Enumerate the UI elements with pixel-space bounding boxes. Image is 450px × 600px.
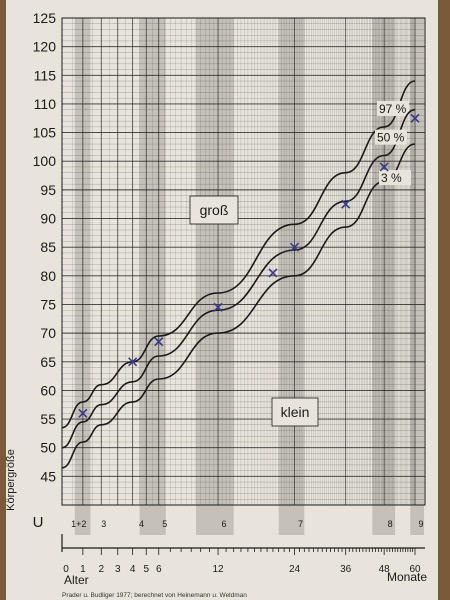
y-tick-label: 125 <box>33 10 57 26</box>
region-label-box <box>271 397 319 427</box>
curve-label: 50 % <box>377 131 405 145</box>
region-label: klein <box>281 404 310 420</box>
region-label: groß <box>200 202 229 218</box>
curve-label: 97 % <box>379 102 407 116</box>
measurement-marker <box>341 199 351 209</box>
footer-credit: Prader u. Budliger 1977; berechnet von H… <box>62 592 247 599</box>
x-tick-label: 5 <box>143 564 149 575</box>
measurement-marker <box>379 162 389 172</box>
y-tick-label: 55 <box>40 411 56 427</box>
u-exam-label: 3 <box>101 519 106 529</box>
u-row-label: U <box>33 514 44 531</box>
x-tick-label: 6 <box>156 564 162 575</box>
measurement-marker <box>410 113 420 123</box>
y-tick-label: 70 <box>40 325 56 341</box>
x-tick-label: 4 <box>130 564 136 575</box>
measurement-marker <box>289 242 300 252</box>
measurement-markers <box>78 113 420 418</box>
y-tick-label: 95 <box>40 182 56 198</box>
region-labels: groß klein <box>189 195 319 427</box>
y-axis-label: Körpergröße <box>5 449 17 511</box>
y-tick-label: 115 <box>34 67 57 83</box>
u-exam-row: 1+2 3 4 5 6 7 8 9 <box>71 519 423 529</box>
y-tick-label: 60 <box>40 382 56 398</box>
x-tick-label: 24 <box>289 564 301 575</box>
x-tick-label: 2 <box>98 564 104 575</box>
y-tick-label: 90 <box>40 211 56 227</box>
y-tick-label: 50 <box>40 440 56 456</box>
y-tick-label: 110 <box>34 96 57 112</box>
x-tick-label: 1 <box>80 564 86 575</box>
curve-label-bg <box>375 129 407 145</box>
x-axis-label-left: Alter <box>64 573 89 587</box>
measurement-marker <box>128 357 138 367</box>
y-tick-label: 100 <box>33 153 57 169</box>
measurement-marker <box>213 302 223 312</box>
x-tick-label: 0 <box>63 564 69 575</box>
u-exam-label: 5 <box>162 519 167 529</box>
x-axis: 0 1 2 3 4 5 6 12 24 36 48 60 <box>61 534 425 575</box>
x-tick-label: 48 <box>379 564 391 575</box>
u-exam-label: 8 <box>388 519 393 529</box>
u-band <box>410 18 425 535</box>
x-tick-label: 60 <box>409 564 421 575</box>
u-band <box>372 18 396 535</box>
x-axis-label-right: Monate <box>387 570 427 584</box>
curve-label: 3 % <box>381 171 402 185</box>
u-exam-label: 4 <box>139 519 144 529</box>
x-tick-label: 3 <box>115 564 121 575</box>
curve-label-bg <box>377 101 409 117</box>
u-exam-label: 1+2 <box>71 519 86 529</box>
y-tick-label: 75 <box>40 296 56 312</box>
percentile-curve <box>61 80 416 429</box>
y-axis: 45 50 55 60 65 70 75 80 85 90 95 100 105 110 115 120 125 <box>33 10 57 484</box>
percentile-curve <box>61 143 416 469</box>
y-tick-label: 65 <box>40 354 56 370</box>
grid-lines <box>61 17 426 506</box>
u-exam-label: 6 <box>222 519 227 529</box>
u-exam-label: 7 <box>298 519 303 529</box>
x-tick-label: 12 <box>212 564 224 575</box>
y-tick-label: 105 <box>33 125 57 141</box>
measurement-marker <box>78 408 88 418</box>
y-tick-label: 45 <box>40 468 56 484</box>
x-tick-label: 36 <box>340 564 352 575</box>
measurement-marker <box>154 337 164 347</box>
y-tick-label: 80 <box>40 268 56 284</box>
u-exam-label: 9 <box>418 519 423 529</box>
measurement-marker <box>268 268 278 278</box>
percentile-curves: 97 % 50 % 3 % <box>61 80 416 469</box>
y-tick-label: 120 <box>33 39 57 55</box>
u-band <box>196 18 234 535</box>
y-tick-label: 85 <box>40 239 56 255</box>
curve-label-bg <box>379 170 411 186</box>
percentile-curve <box>61 108 416 449</box>
plot-frame <box>61 17 426 506</box>
region-label-box <box>189 195 239 225</box>
